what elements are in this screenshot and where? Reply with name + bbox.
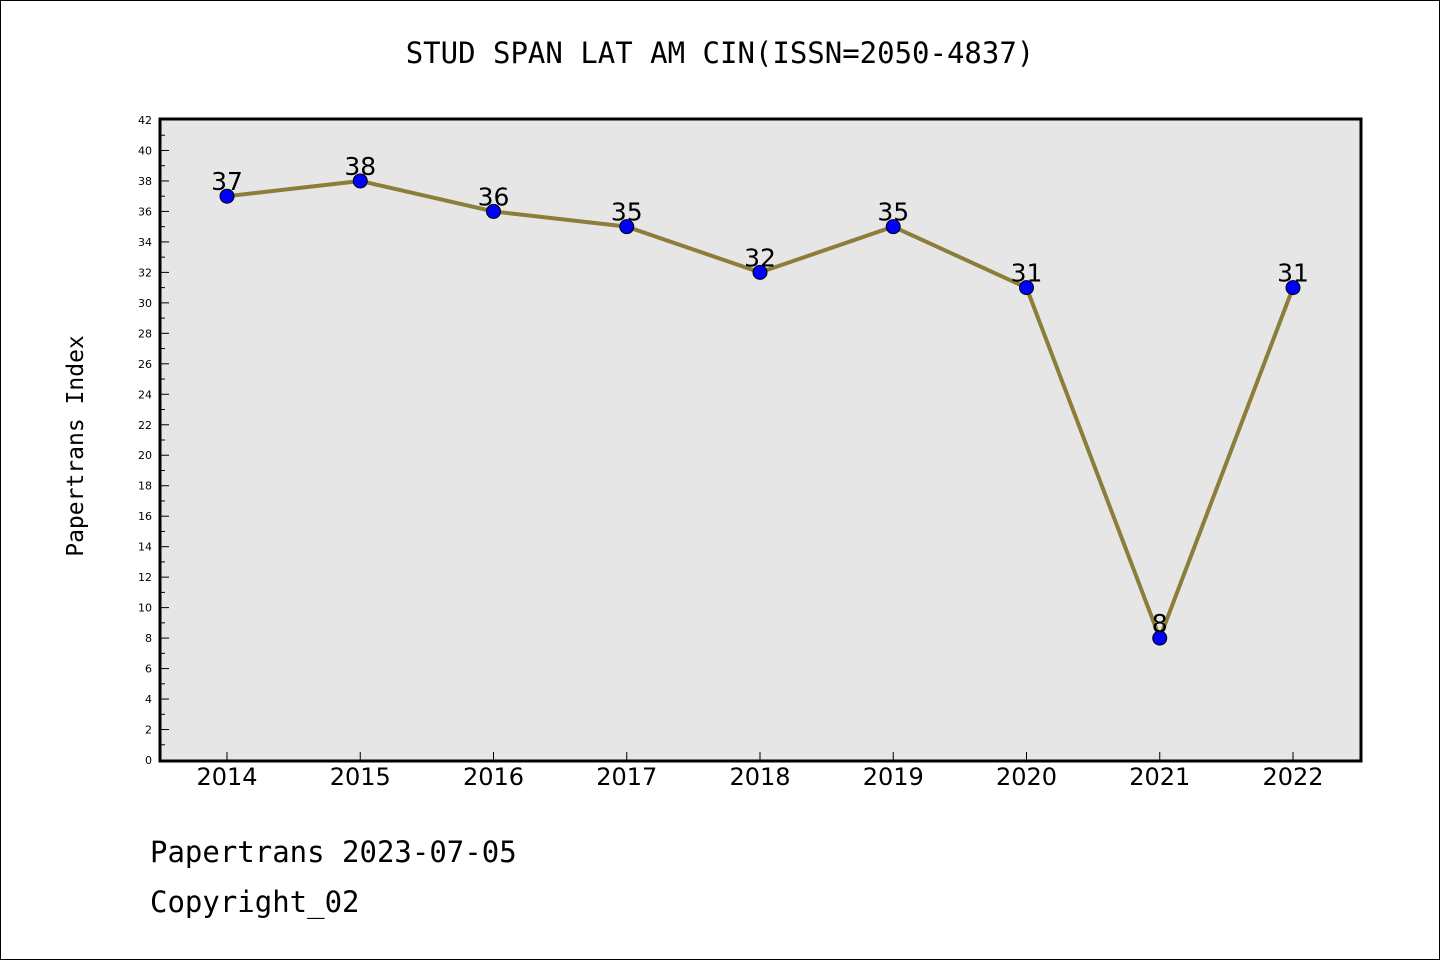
x-tick-label: 2020: [996, 763, 1057, 791]
y-tick-label: 18: [138, 480, 152, 493]
y-tick-label: 32: [138, 266, 152, 279]
chart-title: STUD SPAN LAT AM CIN(ISSN=2050-4837): [405, 36, 1035, 70]
x-tick-label: 2014: [196, 763, 257, 791]
data-label: 35: [877, 198, 909, 227]
data-label: 31: [1277, 259, 1309, 288]
x-tick-label: 2016: [463, 763, 524, 791]
data-point-marker: [752, 264, 768, 280]
y-tick-label: 20: [138, 449, 152, 462]
data-point-marker: [1285, 280, 1301, 296]
y-tick-label: 38: [138, 175, 152, 188]
y-tick-label: 16: [138, 510, 152, 523]
data-label: 36: [478, 182, 510, 211]
data-point-marker: [885, 219, 901, 235]
data-label: 32: [744, 243, 776, 272]
data-point-marker: [1152, 630, 1168, 646]
y-tick-label: 14: [138, 541, 152, 554]
y-tick-label: 36: [138, 205, 152, 218]
x-tick-label: 2019: [863, 763, 924, 791]
y-tick-label: 26: [138, 358, 152, 371]
y-tick-label: 34: [138, 236, 152, 249]
y-tick-label: 0: [145, 754, 152, 767]
x-tick-label: 2017: [596, 763, 657, 791]
x-tick-label: 2018: [729, 763, 790, 791]
x-tick-label: 2015: [330, 763, 391, 791]
data-point-marker: [619, 219, 635, 235]
data-point-marker: [1019, 280, 1034, 296]
y-tick-label: 4: [145, 693, 152, 706]
data-label: 8: [1152, 609, 1168, 638]
data-label: 31: [1011, 259, 1043, 288]
y-tick-label: 2: [145, 724, 152, 737]
data-label: 37: [211, 167, 243, 196]
y-tick-label: 6: [145, 663, 152, 676]
y-tick-label: 12: [138, 571, 152, 584]
footer-date-line: Papertrans 2023-07-05: [150, 835, 517, 869]
footer-copyright-line: Copyright_02: [150, 885, 360, 919]
x-tick-label: 2022: [1262, 763, 1323, 791]
y-tick-label: 8: [145, 632, 152, 645]
plot-border: [158, 117, 1363, 763]
data-label: 38: [344, 152, 376, 181]
y-tick-label: 42: [138, 114, 152, 127]
data-point-marker: [486, 203, 501, 219]
y-tick-label: 22: [138, 419, 152, 432]
y-tick-label: 10: [138, 602, 152, 615]
plot-area: [160, 119, 1361, 761]
data-label: 35: [611, 198, 643, 227]
data-point-marker: [352, 173, 368, 189]
y-tick-label: 30: [138, 297, 152, 310]
y-tick-label: 24: [138, 388, 152, 401]
data-point-marker: [219, 188, 235, 204]
y-tick-label: 40: [138, 144, 152, 157]
x-tick-label: 2021: [1129, 763, 1190, 791]
y-tick-label: 28: [138, 327, 152, 340]
